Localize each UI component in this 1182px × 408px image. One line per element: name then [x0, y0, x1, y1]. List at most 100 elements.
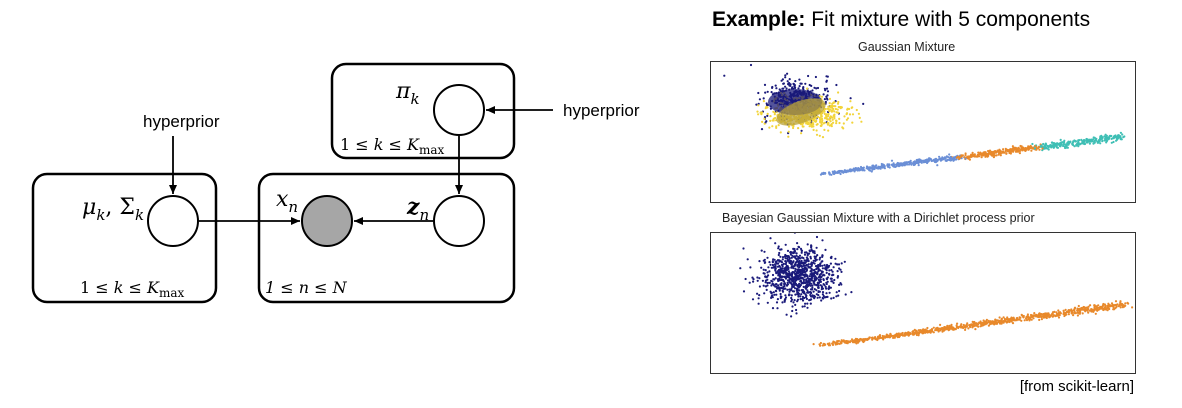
- scatter-point: [832, 273, 835, 276]
- scatter-point: [761, 120, 764, 123]
- scatter-point: [1122, 136, 1125, 139]
- scatter-point: [779, 260, 782, 263]
- scatter-point: [853, 167, 856, 171]
- scatter-point: [1109, 305, 1112, 308]
- scatter-point: [785, 284, 789, 287]
- scatter-point: [1099, 306, 1103, 309]
- scatter-point: [1110, 141, 1113, 144]
- scatter-point: [913, 163, 916, 166]
- scatter-point: [760, 266, 763, 269]
- scatter-point: [749, 266, 752, 269]
- scatter-point: [786, 259, 789, 262]
- scatter-point: [763, 261, 766, 264]
- scatter-point: [796, 248, 799, 251]
- scatter-point: [1107, 302, 1110, 305]
- scatter-point: [841, 340, 845, 343]
- scatter-point: [906, 161, 909, 164]
- scatter-point: [942, 157, 945, 160]
- scatter-point: [918, 330, 922, 333]
- scatter-point: [1015, 150, 1018, 153]
- scatter-point: [1094, 312, 1097, 315]
- scatter-point: [886, 335, 889, 338]
- scatter-point: [849, 97, 852, 100]
- scatter-point: [771, 273, 775, 277]
- scatter-point: [807, 122, 810, 125]
- scatter-point: [878, 336, 881, 339]
- scatter-point: [861, 167, 865, 170]
- scatter-point: [836, 270, 839, 273]
- scatter-point: [932, 326, 935, 329]
- scatter-point: [772, 291, 775, 294]
- scatter-point: [775, 271, 778, 274]
- scatter-point: [846, 169, 850, 172]
- scatter-point: [807, 263, 810, 266]
- scatter-point: [788, 272, 791, 275]
- scatter-point: [841, 170, 844, 173]
- scatter-point: [813, 271, 816, 274]
- scatter-point: [785, 275, 788, 278]
- scatter-point: [1042, 314, 1045, 317]
- scatter-point: [979, 151, 982, 154]
- scatter-point: [851, 339, 854, 342]
- scatter-point: [837, 100, 840, 104]
- scatter-point: [785, 269, 788, 272]
- scatter-point: [784, 294, 787, 297]
- scatter-point: [1100, 137, 1103, 140]
- scatter-point: [1042, 142, 1045, 146]
- scatter-point: [870, 170, 873, 173]
- scatter-point: [809, 284, 812, 287]
- scatter-point: [1044, 147, 1047, 150]
- scatter-point: [821, 239, 824, 242]
- scatter-point: [829, 262, 832, 265]
- scatter-point: [838, 283, 841, 286]
- scatter-point: [915, 161, 918, 165]
- scatter-point: [784, 277, 788, 280]
- scatter-point: [817, 290, 820, 293]
- node-x-label: xn: [276, 187, 298, 216]
- scatter-point: [1080, 138, 1083, 141]
- scatter-point: [1069, 140, 1072, 143]
- scatter-point: [765, 288, 768, 291]
- scatter-point: [938, 155, 941, 158]
- scatter-point: [796, 291, 799, 294]
- scatter-point: [824, 100, 827, 104]
- scatter-point: [769, 119, 772, 122]
- scatter-point: [788, 84, 791, 87]
- scatter-point: [1101, 304, 1105, 307]
- scatter-point: [874, 336, 877, 339]
- scatter-point: [1082, 142, 1085, 145]
- scatter-point: [857, 167, 860, 170]
- scatter-point: [819, 341, 822, 345]
- scatter-point: [832, 266, 835, 269]
- scatter-point: [839, 342, 842, 345]
- scatter-point: [1103, 135, 1106, 138]
- scatter-point: [892, 334, 895, 337]
- scatter-point: [1097, 306, 1100, 309]
- scatter-point: [798, 274, 801, 277]
- scatter-point: [795, 252, 798, 255]
- scatter-point: [876, 338, 879, 342]
- scatter-point: [826, 90, 830, 93]
- scatter-point: [828, 116, 831, 120]
- scatter-point: [781, 289, 784, 292]
- scatter-point: [812, 290, 815, 293]
- scatter-point: [1100, 134, 1103, 137]
- scatter-point: [793, 233, 796, 234]
- scatter-point: [771, 261, 774, 264]
- scatter-point: [763, 116, 767, 119]
- scatter-point: [863, 338, 866, 341]
- scatter-point: [1058, 144, 1061, 148]
- scatter-point: [1089, 304, 1092, 307]
- scatter-point: [777, 284, 780, 287]
- scatter-point: [1004, 319, 1007, 322]
- scatter-point: [790, 265, 793, 268]
- scatter-point: [752, 280, 755, 283]
- scatter-point: [917, 164, 920, 167]
- scatter-point: [772, 119, 775, 122]
- scatter-point: [1012, 316, 1015, 319]
- scatter-point: [758, 294, 761, 297]
- scatter-point: [777, 245, 780, 248]
- scatter-point: [783, 271, 786, 274]
- scatter-point: [773, 263, 777, 266]
- scatter-point: [815, 255, 818, 258]
